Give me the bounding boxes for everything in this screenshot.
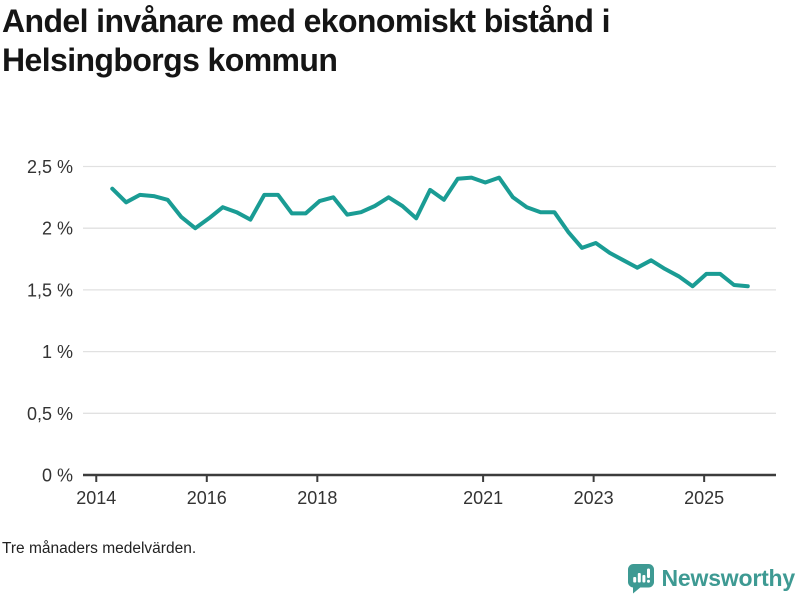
line-chart: 0 % 0,5 % 1 % 1,5 % 2 % 2,5 % 2014 2016 2018 2021…	[27, 157, 776, 508]
y-axis-tick-label: 2,5 %	[27, 157, 73, 177]
x-axis-tick-label: 2025	[684, 488, 724, 508]
x-axis-tick-label: 2014	[76, 488, 116, 508]
y-axis-tick-label: 0,5 %	[27, 404, 73, 424]
y-axis-tick-label: 1,5 %	[27, 280, 73, 300]
data-series-line	[110, 175, 750, 289]
y-axis-tick-label: 2 %	[42, 219, 73, 239]
footnote: Tre månaders medelvärden.	[2, 540, 197, 557]
y-axis-tick-label: 0 %	[42, 466, 73, 486]
chart-title: Andel invånare med ekonomiskt bistånd i …	[2, 3, 610, 78]
newsworthy-icon	[627, 564, 654, 594]
y-axis-tick-label: 1 %	[42, 342, 73, 362]
x-axis-tick-label: 2021	[463, 488, 503, 508]
newsworthy-logo: Newsworthy	[627, 563, 795, 594]
x-axis-tick-label: 2023	[574, 488, 614, 508]
x-axis-tick-label: 2016	[187, 488, 227, 508]
newsworthy-wordmark: Newsworthy	[661, 565, 796, 591]
x-axis-tick-label: 2018	[297, 488, 337, 508]
